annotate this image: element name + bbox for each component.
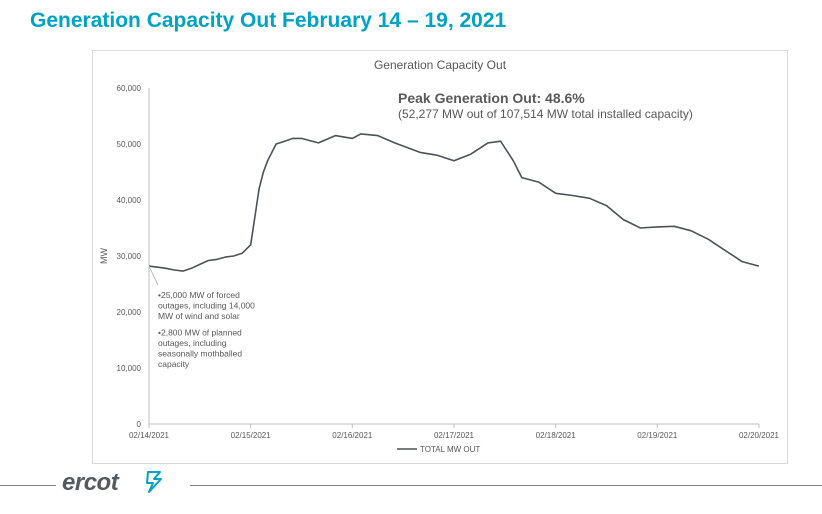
footer-divider-right — [190, 485, 822, 486]
y-tick-label: 0 — [137, 420, 142, 429]
x-tick-label: 02/19/2021 — [637, 431, 678, 440]
y-tick-label: 10,000 — [117, 364, 142, 373]
chart-title: Generation Capacity Out — [374, 58, 507, 72]
annotation-note-line: •25,000 MW of forced — [158, 290, 240, 300]
peak-annotation-subtitle: (52,277 MW out of 107,514 MW total insta… — [398, 107, 693, 121]
annotation-note-line: outages, including — [158, 338, 227, 348]
x-tick-label: 02/15/2021 — [231, 431, 272, 440]
chart-legend: TOTAL MW OUT — [397, 445, 480, 454]
legend-label: TOTAL MW OUT — [420, 445, 480, 454]
y-tick-label: 40,000 — [117, 196, 142, 205]
line-chart: Generation Capacity Out 0 10,000 20,000 30,… — [99, 58, 780, 454]
x-tick-label: 02/18/2021 — [536, 431, 577, 440]
annotation-note-line: seasonally mothballed — [158, 349, 242, 359]
y-tick-label: 30,000 — [117, 252, 142, 261]
logo-text: ercot — [62, 469, 119, 496]
y-axis-label: MW — [99, 248, 109, 264]
annotation-note-line: outages, including 14,000 — [158, 301, 255, 311]
x-tick-label: 02/16/2021 — [332, 431, 373, 440]
annotation-note-line: capacity — [158, 359, 190, 369]
y-tick-label: 20,000 — [117, 308, 142, 317]
peak-annotation-title: Peak Generation Out: 48.6% — [398, 90, 585, 106]
slide-title: Generation Capacity Out February 14 – 19… — [30, 9, 507, 32]
x-tick-label: 02/17/2021 — [434, 431, 475, 440]
annotation-note-line: •2,800 MW of planned — [158, 328, 242, 338]
footer-divider-left — [0, 485, 56, 486]
y-tick-label: 50,000 — [117, 140, 142, 149]
series-line-total-mw-out — [148, 133, 760, 272]
ercot-lightning-icon — [146, 471, 162, 493]
x-tick-label: 02/20/2021 — [739, 431, 780, 440]
annotation-note-line: MW of wind and solar — [158, 311, 240, 321]
x-tick-label: 02/14/2021 — [129, 431, 170, 440]
chart-frame — [92, 50, 788, 464]
y-tick-label: 60,000 — [117, 84, 142, 93]
annotation-leader-line — [148, 265, 159, 286]
